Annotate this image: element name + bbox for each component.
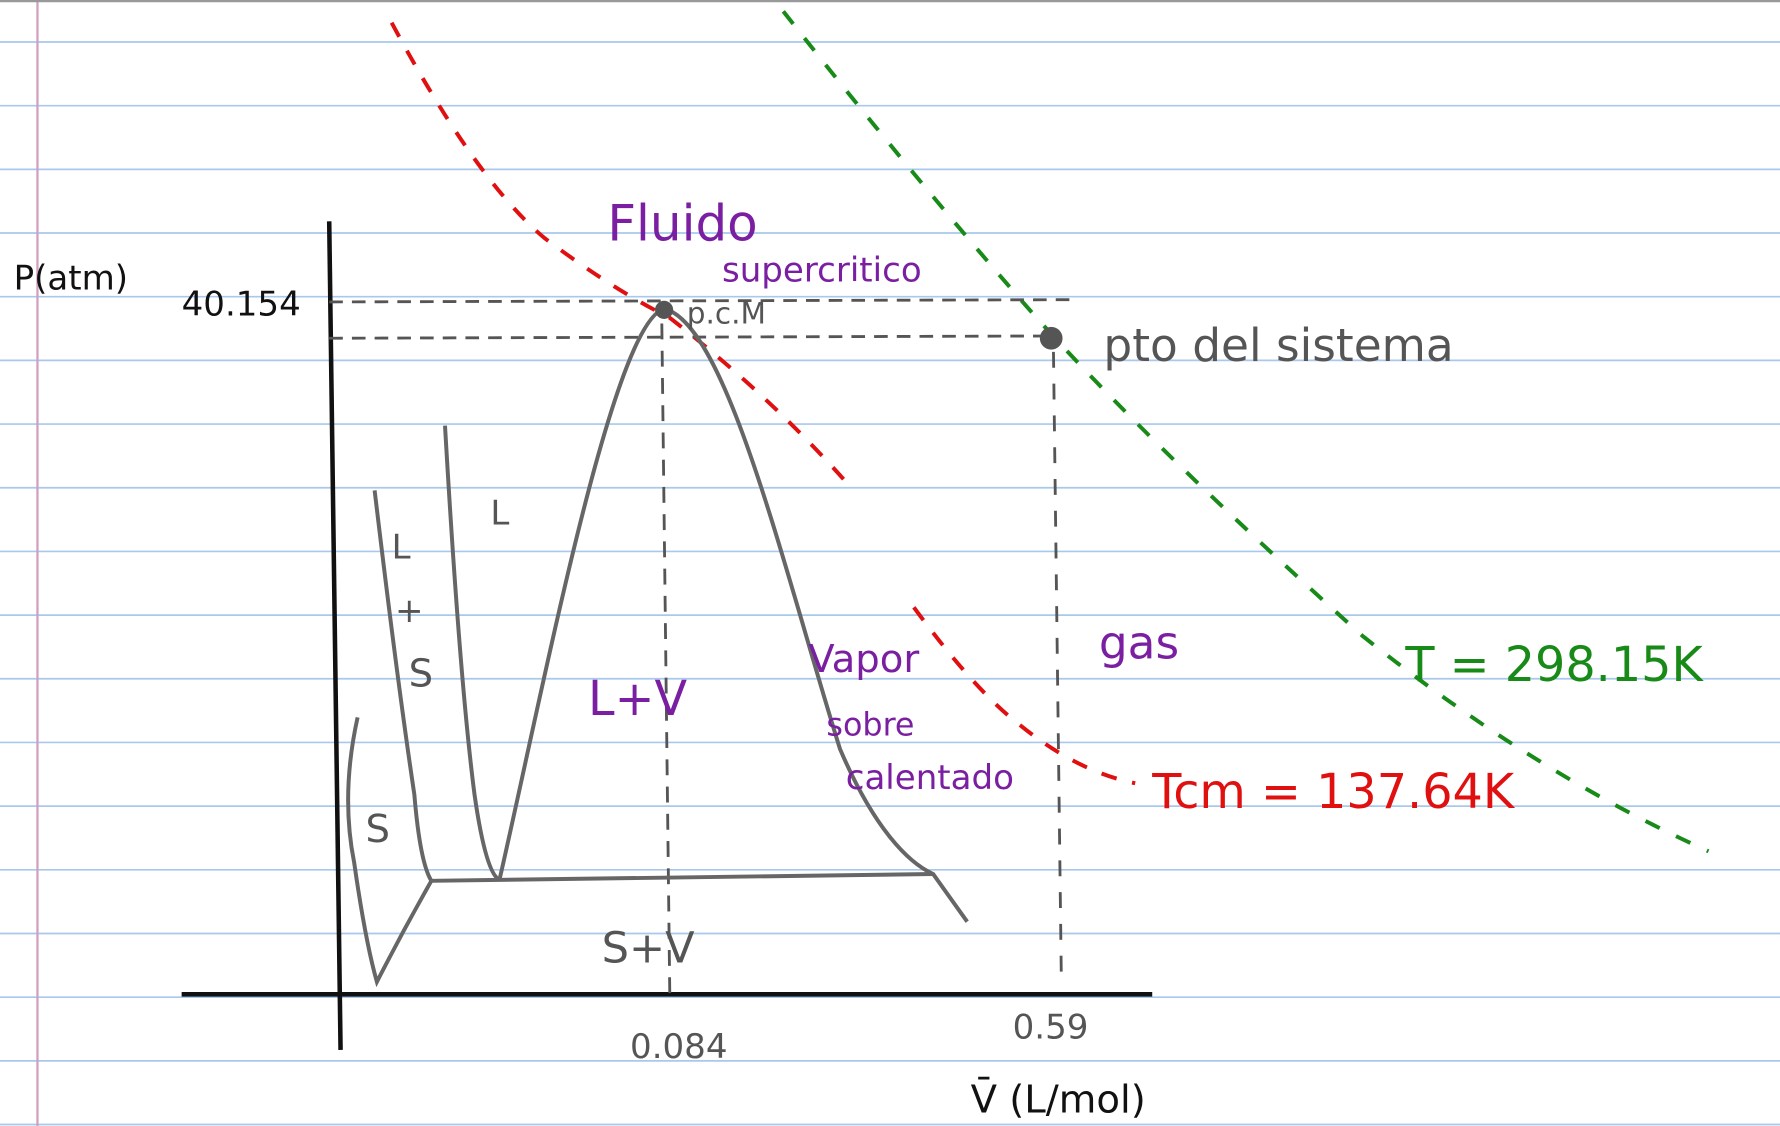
system-point-label: pto del sistema xyxy=(1103,319,1453,372)
supercritical-label: supercritico xyxy=(722,251,922,291)
vapor-label: calentado xyxy=(846,758,1014,798)
x-axis-label: V̄ (L/mol) xyxy=(971,1076,1146,1122)
supercritical-label: Fluido xyxy=(607,195,757,253)
gas-label: gas xyxy=(1099,616,1179,669)
critical-temperature: Tcm = 137.64K xyxy=(1151,765,1516,820)
liquid-solid-label: + xyxy=(395,591,424,631)
liquid-solid-label: L xyxy=(392,527,411,567)
system-pressure-guide xyxy=(329,336,1044,338)
triple-line xyxy=(431,874,933,881)
system-volume: 0.59 xyxy=(1013,1008,1089,1048)
pressure-value: 40.154 xyxy=(182,285,301,325)
page: {"axes": {"y_label": "P(atm)", "y_value"… xyxy=(0,0,1780,1126)
system-volume-guide xyxy=(1053,352,1061,985)
notebook-diagram: P(atm) 40.154 0.084 0.59 V̄ (L/mol) Flui… xyxy=(0,0,1780,1126)
vapor-label: sobre xyxy=(826,708,914,744)
y-axis xyxy=(329,221,340,1050)
ruled-lines xyxy=(0,42,1780,1125)
solid-vapor-label: S+V xyxy=(602,924,696,974)
vapor-label: Vapor xyxy=(808,637,919,682)
system-point xyxy=(1040,327,1063,350)
liquid-label: L xyxy=(490,493,509,533)
critical-volume: 0.084 xyxy=(630,1027,727,1067)
liquid-solid-label: S xyxy=(409,652,434,697)
liquid-vapor-label: L+V xyxy=(588,672,687,727)
system-temperature: T = 298.15K xyxy=(1404,638,1704,693)
solid-label: S xyxy=(366,807,391,852)
y-axis-label: P(atm) xyxy=(14,258,128,298)
critical-point xyxy=(655,301,673,319)
critical-point-label: p.c.M xyxy=(687,296,766,330)
system-isotherm xyxy=(783,11,1708,851)
